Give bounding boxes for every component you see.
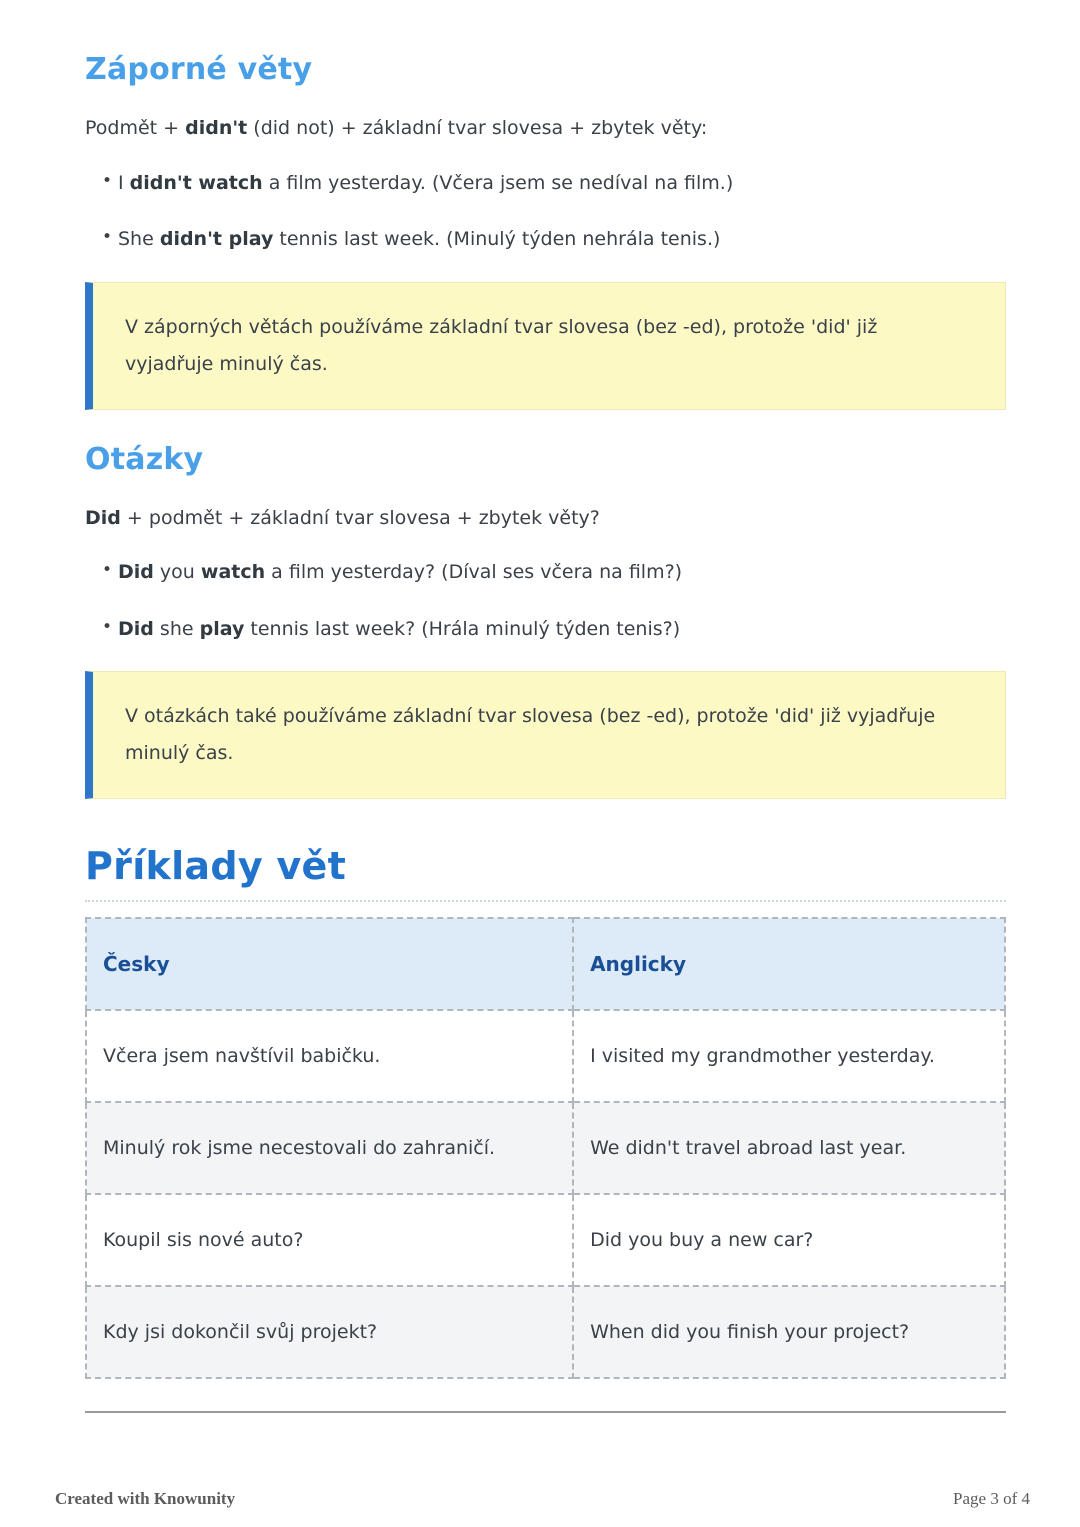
cell-english: I visited my grandmother yesterday. [572, 1009, 1006, 1104]
note-box-negative: V záporných větách používáme základní tv… [85, 281, 1006, 410]
cell-english: We didn't travel abroad last year. [572, 1101, 1006, 1196]
questions-example-list: Did you watch a film yesterday? (Díval s… [85, 558, 1006, 643]
footer-branding: Created with Knowunity [55, 1489, 236, 1508]
negative-example-item: I didn't watch a film yesterday. (Včera … [102, 169, 1006, 198]
table-row: Kdy jsi dokončil svůj projekt? When did … [84, 1285, 1006, 1380]
questions-example-item: Did you watch a film yesterday? (Díval s… [102, 558, 1006, 587]
note-text: V záporných větách používáme základní tv… [125, 315, 878, 375]
negative-example-list: I didn't watch a film yesterday. (Včera … [85, 169, 1006, 254]
table-header-row: Česky Anglicky [84, 917, 1006, 1012]
table-row: Včera jsem navštívil babičku. I visited … [84, 1009, 1006, 1104]
examples-table: Česky Anglicky Včera jsem navštívil babi… [84, 917, 1006, 1380]
examples-title: Příklady vět [85, 844, 1006, 903]
cell-english: When did you finish your project? [572, 1285, 1006, 1380]
divider-line [85, 1411, 1006, 1414]
cell-czech: Včera jsem navštívil babičku. [84, 1009, 575, 1104]
questions-example-item: Did she play tennis last week? (Hrála mi… [102, 615, 1006, 644]
page-footer: Created with Knowunity Page 3 of 4 [55, 1489, 1030, 1509]
cell-czech: Koupil sis nové auto? [84, 1193, 575, 1288]
negative-sentences-heading: Záporné věty [85, 52, 313, 87]
negative-formula-text: Podmět + didn't (did not) + základní tva… [85, 117, 708, 139]
questions-heading: Otázky [85, 441, 204, 477]
note-box-questions: V otázkách také používáme základní tvar … [85, 671, 1006, 800]
table-row: Minulý rok jsme necestovali do zahraničí… [84, 1101, 1006, 1196]
cell-czech: Minulý rok jsme necestovali do zahraničí… [84, 1101, 575, 1196]
section-questions: Otázky Did + podmět + základní tvar slov… [85, 442, 1006, 800]
negative-example-item: She didn't play tennis last week. (Minul… [102, 225, 1006, 254]
note-text: V otázkách také používáme základní tvar … [125, 705, 936, 765]
column-header-english: Anglicky [572, 917, 1006, 1012]
page-content: Záporné věty Podmět + didn't (did not) +… [84, 0, 1006, 1414]
cell-czech: Kdy jsi dokončil svůj projekt? [84, 1285, 575, 1380]
column-header-czech: Česky [84, 917, 575, 1012]
cell-english: Did you buy a new car? [572, 1193, 1006, 1288]
questions-formula-text: Did + podmět + základní tvar slovesa + z… [85, 506, 600, 529]
table-row: Koupil sis nové auto? Did you buy a new … [84, 1193, 1006, 1288]
footer-page-number: Page 3 of 4 [953, 1489, 1030, 1508]
section-negative-sentences: Záporné věty Podmět + didn't (did not) +… [85, 52, 1006, 410]
